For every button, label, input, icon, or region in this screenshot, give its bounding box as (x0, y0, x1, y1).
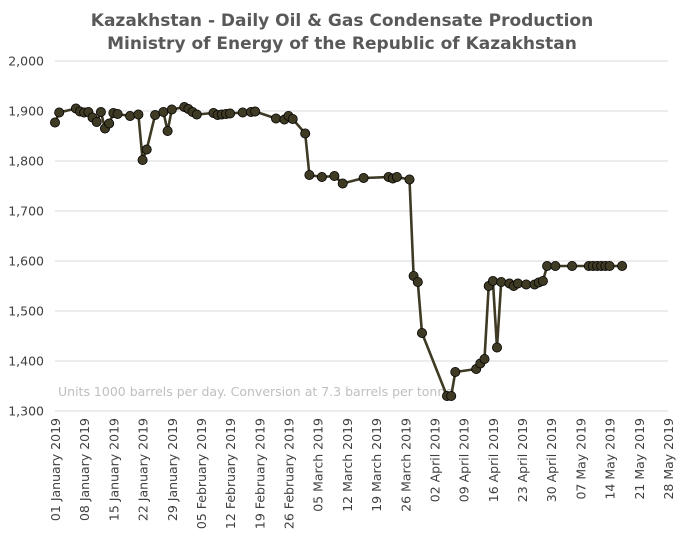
units-annotation: Units 1000 barrels per day. Conversion a… (58, 384, 453, 399)
data-point (237, 107, 248, 118)
y-tick-label: 1,600 (8, 254, 44, 269)
data-point (150, 110, 161, 121)
data-point (512, 278, 523, 289)
x-tick-label: 26 February 2019 (282, 418, 297, 529)
series-production (50, 102, 628, 401)
y-tick-label: 1,300 (8, 404, 44, 419)
gridlines (55, 60, 668, 412)
x-tick-label: 12 February 2019 (223, 418, 238, 529)
x-tick-label: 01 January 2019 (48, 418, 63, 521)
data-point (125, 111, 136, 122)
x-tick-label: 29 January 2019 (165, 418, 180, 521)
data-point (162, 126, 173, 137)
x-tick-label: 19 February 2019 (252, 418, 267, 529)
y-axis-ticks: 1,300 1,400 1,500 1,600 1,700 1,800 1,900 2,000 (8, 54, 44, 419)
data-point (316, 171, 327, 182)
data-point (91, 117, 102, 128)
data-point (166, 104, 177, 115)
data-point (604, 260, 615, 271)
x-tick-label: 19 March 2019 (369, 418, 384, 512)
data-point (391, 171, 402, 182)
x-tick-label: 15 January 2019 (106, 418, 121, 521)
data-point (137, 154, 148, 165)
x-tick-label: 02 April 2019 (427, 418, 442, 502)
data-point (567, 260, 578, 271)
data-point (479, 353, 490, 364)
x-tick-label: 05 February 2019 (194, 418, 209, 529)
series-line (53, 105, 623, 398)
data-point (304, 169, 315, 180)
data-point (225, 108, 236, 119)
data-point (133, 109, 144, 120)
data-point (404, 174, 415, 185)
data-point (487, 275, 498, 286)
y-tick-label: 1,900 (8, 104, 44, 119)
x-tick-label: 09 April 2019 (457, 418, 472, 502)
x-tick-label: 12 March 2019 (340, 418, 355, 512)
data-point (550, 260, 561, 271)
data-point (54, 107, 65, 118)
data-point (158, 107, 169, 118)
x-tick-label: 30 April 2019 (544, 418, 559, 502)
data-point (287, 114, 298, 125)
x-tick-label: 07 May 2019 (573, 418, 588, 500)
chart-subtitle: Ministry of Energy of the Republic of Ka… (107, 34, 577, 54)
y-tick-label: 1,500 (8, 304, 44, 319)
data-point (50, 117, 61, 128)
x-tick-label: 14 May 2019 (603, 418, 618, 500)
y-tick-label: 2,000 (8, 54, 44, 69)
y-tick-label: 1,700 (8, 204, 44, 219)
data-point (358, 172, 369, 183)
data-point (450, 366, 461, 377)
data-point (300, 128, 311, 139)
x-tick-label: 28 May 2019 (661, 418, 676, 500)
data-point (329, 170, 340, 181)
x-tick-label: 16 April 2019 (486, 418, 501, 502)
x-tick-label: 08 January 2019 (77, 418, 92, 521)
data-point (446, 390, 457, 401)
data-point (104, 118, 115, 129)
data-point (521, 279, 532, 290)
data-point (95, 107, 106, 118)
x-tick-label: 26 March 2019 (398, 418, 413, 512)
data-point (191, 109, 202, 120)
data-point (491, 342, 502, 353)
data-point (496, 276, 507, 287)
x-tick-label: 23 April 2019 (515, 418, 530, 502)
x-axis-ticks: 01 January 2019 08 January 2019 15 January… (48, 418, 676, 529)
chart-title: Kazakhstan - Daily Oil & Gas Condensate … (91, 11, 593, 31)
data-point (270, 113, 281, 124)
data-point (112, 109, 123, 120)
data-point (250, 106, 261, 117)
x-tick-label: 21 May 2019 (632, 418, 647, 500)
data-point (416, 327, 427, 338)
data-point (542, 260, 553, 271)
data-point (537, 275, 548, 286)
y-tick-label: 1,400 (8, 354, 44, 369)
y-tick-label: 1,800 (8, 154, 44, 169)
x-tick-label: 05 March 2019 (311, 418, 326, 512)
x-tick-label: 22 January 2019 (136, 418, 151, 521)
data-point (412, 276, 423, 287)
data-point (141, 144, 152, 155)
data-point (617, 260, 628, 271)
data-point (337, 178, 348, 189)
